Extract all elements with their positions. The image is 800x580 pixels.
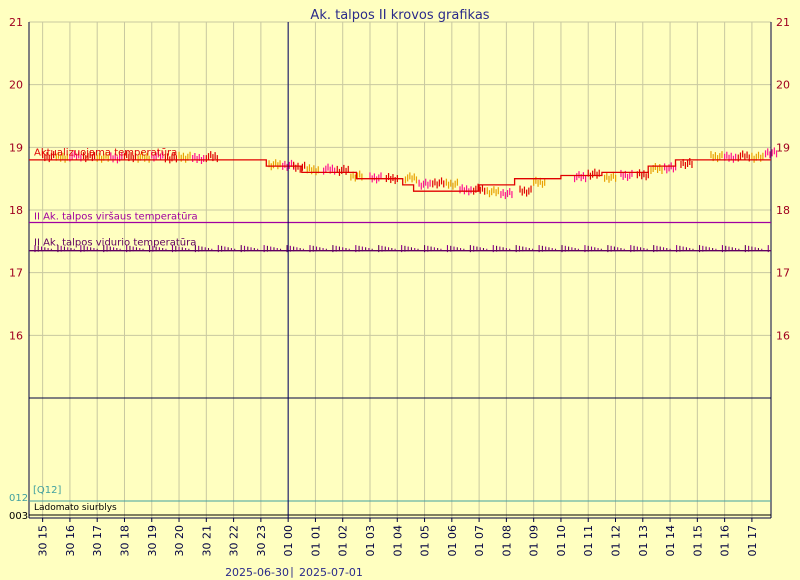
series-lines	[29, 159, 771, 252]
x-tick-label: 01 00	[282, 525, 295, 557]
x-tick-label: 01 14	[664, 525, 677, 557]
pump-tick: 003	[9, 511, 28, 522]
pump-label: Ladomato siurblys	[34, 503, 117, 513]
x-tick-label: 01 02	[337, 525, 350, 557]
y-tick-label-right: 17	[776, 267, 790, 280]
date-right: 2025-07-01	[299, 566, 363, 579]
series-label: II Ak. talpos viršaus temperatūra	[34, 211, 198, 223]
y-tick-label-right: 21	[776, 16, 790, 29]
x-tick-label: 30 20	[173, 525, 186, 557]
y-tick-label-left: 19	[9, 141, 23, 154]
y-ticks-right: 16 17 18 19 20 21	[776, 16, 790, 342]
y-tick-label-left: 16	[9, 329, 23, 342]
x-tick-label: 30 16	[64, 525, 77, 557]
x-tick-label: 30 19	[146, 525, 159, 557]
y-tick-label-right: 18	[776, 204, 790, 217]
x-tick-label: 30 22	[228, 525, 241, 557]
x-tick-label: 30 21	[200, 525, 213, 557]
x-tick-label: 01 01	[309, 525, 322, 557]
q12-tick: 012	[9, 493, 28, 504]
y-tick-label-left: 17	[9, 267, 23, 280]
x-tick-label: 01 16	[719, 525, 732, 557]
x-tick-label: 01 08	[500, 525, 513, 557]
x-tick-label: 01 06	[446, 525, 459, 557]
y-tick-label-left: 21	[9, 16, 23, 29]
x-tick-label: 30 18	[118, 525, 131, 557]
date-separator: |	[290, 565, 294, 578]
y-ticks-left: 16 17 18 19 20 21	[9, 16, 23, 342]
y-tick-label-right: 20	[776, 79, 790, 92]
x-tick-label: 01 11	[582, 525, 595, 557]
x-tick-label: 01 05	[419, 525, 432, 557]
x-tick-label: 01 09	[528, 525, 541, 557]
vertical-grid	[42, 22, 753, 522]
y-tick-label-right: 19	[776, 141, 790, 154]
x-tick-label: 01 10	[555, 525, 568, 557]
chart-title: Ak. talpos II krovos grafikas	[310, 8, 489, 23]
x-tick-label: 01 17	[746, 525, 759, 557]
y-tick-label-right: 16	[776, 329, 790, 342]
series-label: II Ak. talpos vidurio temperatūra	[34, 238, 196, 249]
x-tick-labels: 30 15 30 16 30 17 30 18 30 19 30 20 30 21 30 22…	[37, 525, 759, 557]
x-tick-label: 30 15	[37, 525, 50, 557]
y-tick-label-left: 20	[9, 79, 23, 92]
x-tick-label: 01 15	[691, 525, 704, 557]
q12-label: [Q12]	[33, 485, 61, 496]
x-tick-label: 30 17	[91, 525, 104, 557]
x-tick-label: 01 13	[637, 525, 650, 557]
x-tick-label: 01 04	[391, 525, 404, 557]
series-label: Aktualizuojama temperatūra	[34, 147, 177, 158]
series-line	[29, 159, 771, 192]
x-tick-label: 30 23	[255, 525, 268, 557]
x-tick-label: 01 03	[364, 525, 377, 557]
overlay-labels: Aktualizuojama temperatūra II Ak. talpos …	[34, 147, 198, 248]
date-left: 2025-06-30	[225, 566, 289, 579]
x-tick-label: 01 07	[473, 525, 486, 557]
horizontal-grid	[29, 21, 771, 336]
y-tick-label-left: 18	[9, 204, 23, 217]
x-tick-label: 01 12	[610, 525, 623, 557]
